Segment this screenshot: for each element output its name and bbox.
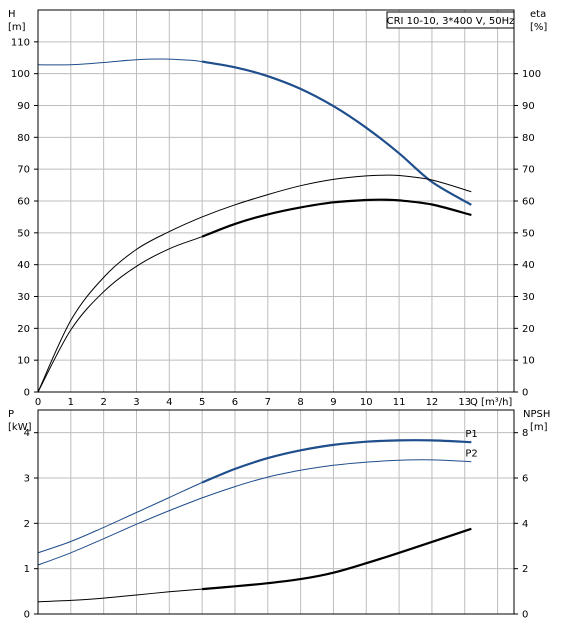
x-tick-label: 9 (330, 397, 336, 408)
left-tick-label: 30 (17, 292, 30, 303)
right-tick-label: 2 (522, 564, 528, 575)
right-tick-label: 20 (522, 324, 535, 335)
left-tick-label: 2 (24, 519, 30, 530)
efficiency-eta-curve (37, 174, 472, 393)
right-tick-label: 90 (522, 101, 535, 112)
right-tick-label: 30 (522, 292, 535, 303)
x-tick-label: 3 (133, 397, 139, 408)
right-tick-label: 100 (522, 69, 541, 80)
x-tick-label: 11 (393, 397, 406, 408)
power-p1-curve-operating-range (201, 439, 472, 484)
left-tick-label: 110 (11, 37, 30, 48)
right-tick-label: 80 (522, 133, 535, 144)
x-tick-label: 6 (232, 397, 238, 408)
series-label-p1: P1 (465, 429, 477, 440)
x-tick-label: 4 (166, 397, 172, 408)
x-tick-label: 13 (458, 397, 471, 408)
x-axis-label: Q [m³/h] (470, 397, 512, 408)
left-tick-label: 1 (24, 564, 30, 575)
x-tick-label: 12 (426, 397, 439, 408)
curve-layer (37, 58, 472, 603)
right-tick-label: 10 (522, 356, 535, 367)
left-tick-label: 80 (17, 133, 30, 144)
power-p2-curve (37, 459, 472, 566)
frame-layer (34, 9, 518, 615)
efficiency-eeta-curve-operating-range (201, 198, 472, 238)
plot-frame (37, 409, 515, 615)
top-left-axis-label-line1: H (8, 9, 16, 20)
left-tick-label: 100 (11, 69, 30, 80)
series-label-p2: P2 (465, 449, 477, 460)
left-tick-label: 3 (24, 474, 30, 485)
x-tick-label: 7 (265, 397, 271, 408)
right-tick-label: 60 (522, 197, 535, 208)
right-tick-label: 0 (522, 388, 528, 399)
left-tick-label: 70 (17, 165, 30, 176)
right-tick-label: 0 (522, 610, 528, 621)
right-tick-label: 4 (522, 519, 528, 530)
left-tick-label: 10 (17, 356, 30, 367)
head-curve-operating-range (201, 60, 472, 206)
top-right-axis-label-line2: [%] (530, 22, 547, 33)
npsh-curve-operating-range (202, 527, 472, 591)
chart-title: CRI 10-10, 3*400 V, 50Hz (387, 16, 515, 27)
left-tick-label: 60 (17, 197, 30, 208)
title-box: CRI 10-10, 3*400 V, 50Hz (386, 11, 515, 29)
bottom-right-axis-label-line2: [m] (530, 422, 548, 433)
right-tick-label: 50 (522, 228, 535, 239)
left-tick-label: 40 (17, 260, 30, 271)
right-tick-label: 8 (522, 428, 528, 439)
right-tick-label: 70 (522, 165, 535, 176)
x-tick-label: 1 (68, 397, 74, 408)
x-tick-label: 10 (360, 397, 373, 408)
text-layer: 0102030405060708090100110010203040506070… (11, 37, 541, 620)
left-tick-label: 0 (24, 388, 30, 399)
top-left-axis-label-line2: [m] (8, 22, 26, 33)
x-tick-label: 0 (35, 397, 41, 408)
bottom-right-axis-label-line1: NPSH (523, 409, 550, 420)
left-tick-label: 90 (17, 101, 30, 112)
left-tick-label: 20 (17, 324, 30, 335)
grid-layer (37, 10, 514, 614)
x-tick-label: 5 (199, 397, 205, 408)
top-right-axis-label-line1: eta (530, 9, 546, 20)
right-tick-label: 6 (522, 474, 528, 485)
bottom-left-axis-label-line2: [kW] (8, 422, 32, 433)
right-tick-label: 40 (522, 260, 535, 271)
x-tick-label: 8 (297, 397, 303, 408)
bottom-left-axis-label-line1: P (8, 409, 14, 420)
left-tick-label: 0 (24, 610, 30, 621)
left-tick-label: 4 (24, 428, 30, 439)
left-tick-label: 50 (17, 228, 30, 239)
x-tick-label: 2 (100, 397, 106, 408)
